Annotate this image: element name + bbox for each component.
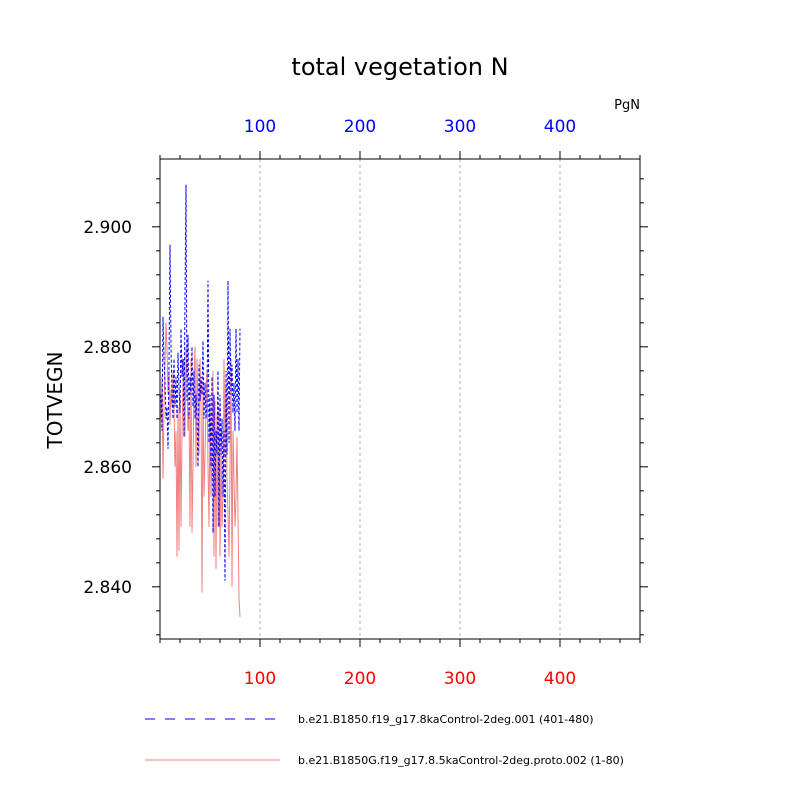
series-line-8-5ka bbox=[160, 322, 241, 617]
chart-title: total vegetation N bbox=[291, 53, 508, 81]
gridlines bbox=[259, 159, 561, 639]
units-label: PgN bbox=[614, 98, 640, 113]
y-tick-label: 2.880 bbox=[83, 338, 132, 358]
x-tick-label-top: 100 bbox=[244, 117, 276, 137]
tick-labels: 2.840 2.860 2.880 2.900 100 100 200 200 300 300 40… bbox=[83, 117, 576, 689]
y-tick-label: 2.900 bbox=[83, 218, 132, 238]
y-tick-label: 2.840 bbox=[83, 578, 132, 598]
x-tick-label-top: 200 bbox=[344, 117, 376, 137]
series-layer bbox=[160, 184, 241, 617]
x-tick-label-bottom: 200 bbox=[344, 669, 376, 689]
x-tick-label-bottom: 300 bbox=[444, 669, 476, 689]
series-line-8ka bbox=[160, 184, 241, 581]
legend-label-1: b.e21.B1850.f19_g17.8kaControl-2deg.001 … bbox=[298, 713, 594, 726]
x-tick-label-top: 400 bbox=[544, 117, 576, 137]
y-tick-label: 2.860 bbox=[83, 458, 132, 478]
y-axis-label: TOTVEGN bbox=[43, 352, 67, 450]
legend: b.e21.B1850.f19_g17.8kaControl-2deg.001 … bbox=[145, 713, 624, 767]
x-tick-label-bottom: 100 bbox=[244, 669, 276, 689]
legend-label-2: b.e21.B1850G.f19_g17.8.5kaControl-2deg.p… bbox=[298, 754, 624, 767]
axis-ticks bbox=[152, 151, 648, 647]
x-tick-label-bottom: 400 bbox=[544, 669, 576, 689]
x-tick-label-top: 300 bbox=[444, 117, 476, 137]
